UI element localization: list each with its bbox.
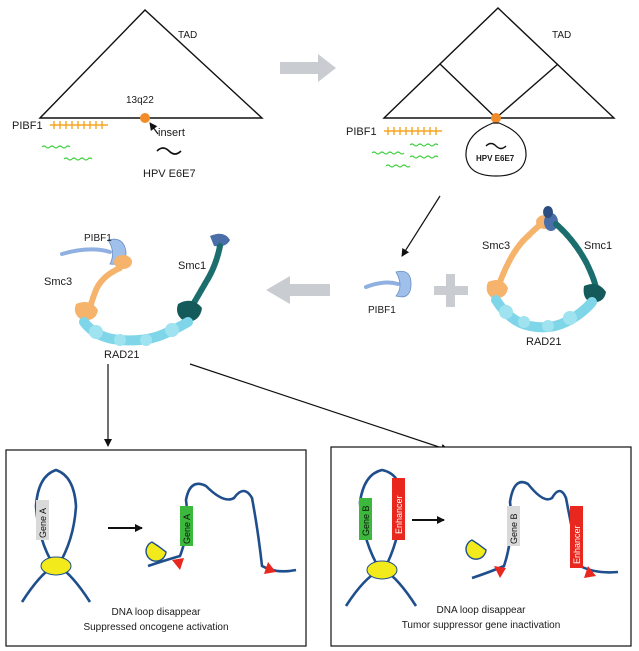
insertion-site-dot-right [491,113,501,123]
middle-left-group: PIBF1 Smc3 Smc1 RAD21 [44,233,230,361]
smc3-arm-open [90,268,120,308]
smc1-arm-closed [556,224,596,288]
tad-label-right: TAD [552,30,571,41]
right-outcome-panel: Gene B Enhancer Gene B Enhancer DNA loop… [331,447,631,646]
gene-a-label-intact: Gene A [38,508,48,538]
gene-b-label-inactive: Gene B [509,513,519,544]
right-caption-line2: Tumor suppressor gene inactivation [402,620,561,631]
pibf1-label-bound: PIBF1 [84,233,112,244]
rad21-label-open: RAD21 [104,349,139,361]
hpv-callout-bubble [466,123,526,176]
hpv-dna-fragment-left [157,148,181,154]
locus-label: 13q22 [126,95,154,106]
hpv-label-right: HPV E6E7 [476,154,515,163]
smc3-label-open: Smc3 [44,276,72,288]
pibf1-gene-label-right: PIBF1 [346,126,377,138]
hpv-label-left: HPV E6E7 [143,168,196,180]
enhancer-label-distant: Enhancer [572,525,582,564]
smc1-arm-open [192,246,220,306]
insertion-site-dot-left [140,113,150,123]
rna-transcripts-right [372,144,438,167]
gene-a-label-active: Gene A [182,514,192,544]
rna-transcripts-left [42,146,92,160]
rad21-label-closed: RAD21 [526,336,561,348]
cohesin-ring-closed [487,206,606,332]
cohesin-ring-right [367,561,397,579]
gene-b-label-intact: Gene B [361,505,371,536]
smc1-label-open: Smc1 [178,260,206,272]
middle-right-group: PIBF1 Smc3 Smc1 RAD21 [366,206,612,348]
top-right-tad-group: TAD PIBF1 HPV E6E7 [346,8,614,176]
tad-triangle-right [384,8,614,118]
pibf1-gene-track-left [50,121,108,129]
smc1-label-closed: Smc1 [584,240,612,252]
sub-tad-left [440,64,496,118]
left-caption-line1: DNA loop disappear [112,607,202,618]
release-arrow [402,196,440,256]
sub-tad-right [496,64,558,118]
arrow-to-right-panel [190,364,448,450]
pibf1-protein-free [366,271,411,297]
transition-arrow-top [280,54,336,82]
pibf1-label-free: PIBF1 [368,305,396,316]
smc3-arm-closed [500,222,544,282]
top-left-tad-group: TAD 13q22 PIBF1 insert HPV E6E7 [12,10,262,180]
enhancer-label-intact: Enhancer [394,495,404,534]
plus-sign [434,274,468,307]
left-caption-line2: Suppressed oncogene activation [83,622,228,633]
right-caption-line1: DNA loop disappear [437,605,527,616]
insert-arrow [150,123,158,134]
smc3-label-closed: Smc3 [482,240,510,252]
pibf1-gene-label-left: PIBF1 [12,120,43,132]
cohesin-ring-left [41,557,71,575]
insert-label: insert [158,127,185,139]
tad-label-left: TAD [178,30,197,41]
left-outcome-panel: Gene A Gene A DNA loop disappear Suppres… [6,450,306,646]
transition-arrow-middle [266,276,330,304]
pibf1-gene-track-right [384,127,442,135]
